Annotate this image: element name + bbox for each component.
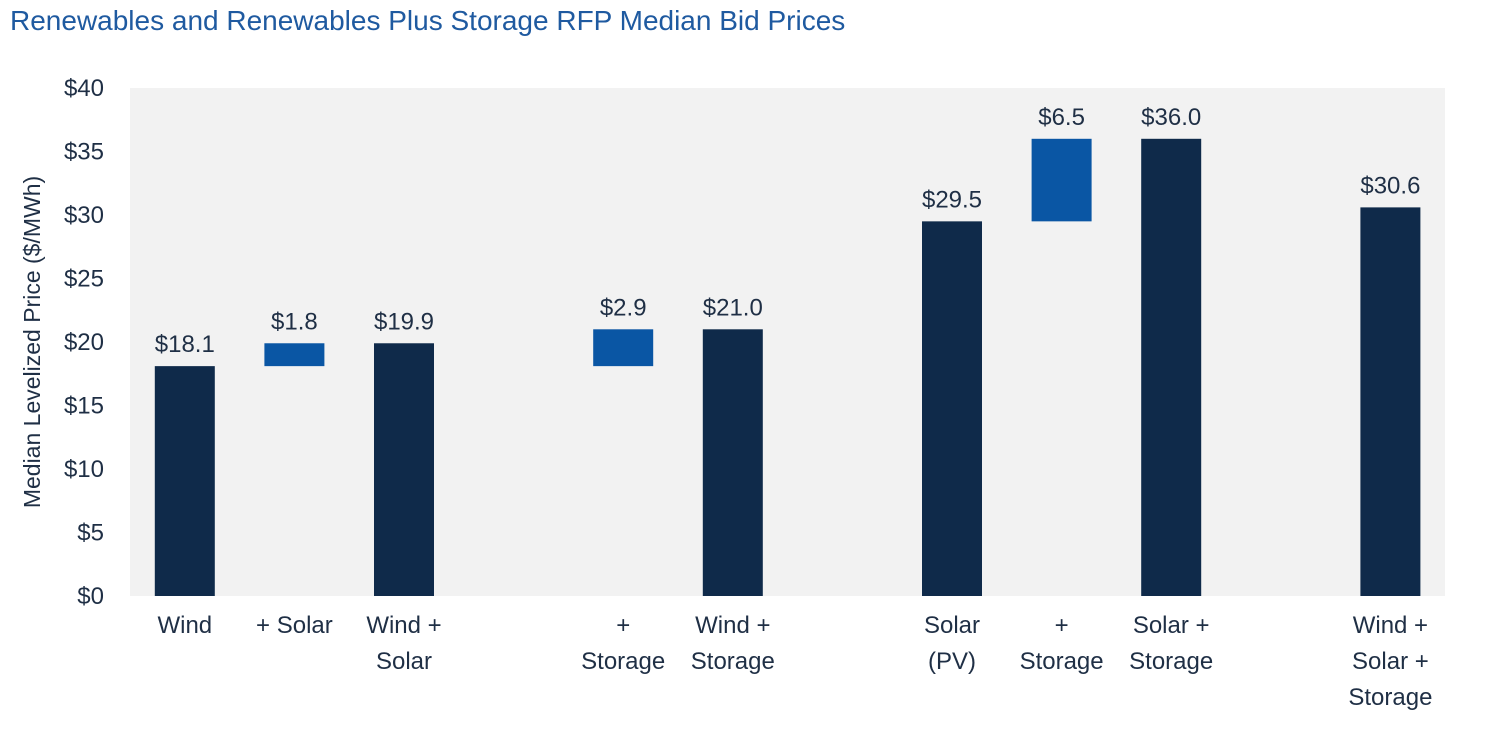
- y-tick-label: $35: [64, 139, 104, 166]
- x-category-label: Solar: [924, 612, 980, 639]
- increment-bar: [1031, 138, 1092, 222]
- y-tick-label: $5: [77, 520, 104, 547]
- data-label: $21.0: [703, 294, 763, 321]
- data-label: $29.5: [922, 186, 982, 213]
- y-tick-label: $25: [64, 266, 104, 293]
- x-category-label: Solar +: [1352, 648, 1429, 675]
- increment-bar: [264, 343, 325, 367]
- x-category-label: Solar +: [1133, 612, 1210, 639]
- x-category-label: +: [616, 612, 630, 639]
- data-label: $6.5: [1038, 104, 1085, 131]
- x-category-label: Storage: [581, 648, 665, 675]
- total-bar: [374, 343, 434, 596]
- data-label: $2.9: [600, 294, 647, 321]
- x-category-label: Wind: [157, 612, 212, 639]
- data-label: $18.1: [155, 331, 215, 358]
- y-tick-label: $15: [64, 393, 104, 420]
- total-bar: [702, 329, 763, 596]
- x-category-label: (PV): [928, 648, 976, 675]
- y-axis-label: Median Levelized Price ($/MWh): [19, 176, 45, 508]
- y-tick-label: $10: [64, 456, 104, 483]
- x-category-label: + Solar: [256, 612, 333, 639]
- total-bar: [922, 221, 982, 596]
- total-bar: [1141, 138, 1202, 597]
- data-label: $1.8: [271, 308, 318, 335]
- plot-area: [130, 88, 1445, 596]
- y-tick-label: $0: [77, 583, 104, 610]
- x-category-label: Wind +: [695, 612, 770, 639]
- y-tick-label: $40: [64, 75, 104, 102]
- data-label: $19.9: [374, 308, 434, 335]
- y-tick-label: $30: [64, 202, 104, 229]
- total-bar: [1360, 207, 1421, 596]
- data-label: $30.6: [1360, 172, 1420, 199]
- increment-bar: [593, 329, 654, 367]
- x-category-label: Storage: [1348, 684, 1432, 711]
- x-category-label: Storage: [691, 648, 775, 675]
- data-label: $36.0: [1141, 104, 1201, 131]
- x-category-label: Storage: [1020, 648, 1104, 675]
- total-bar: [154, 366, 215, 596]
- y-tick-label: $20: [64, 329, 104, 356]
- x-category-label: Storage: [1129, 648, 1213, 675]
- x-category-label: +: [1055, 612, 1069, 639]
- x-category-label: Wind +: [1353, 612, 1428, 639]
- chart-title: Renewables and Renewables Plus Storage R…: [10, 5, 845, 36]
- x-category-label: Wind +: [366, 612, 441, 639]
- x-category-label: Solar: [376, 648, 432, 675]
